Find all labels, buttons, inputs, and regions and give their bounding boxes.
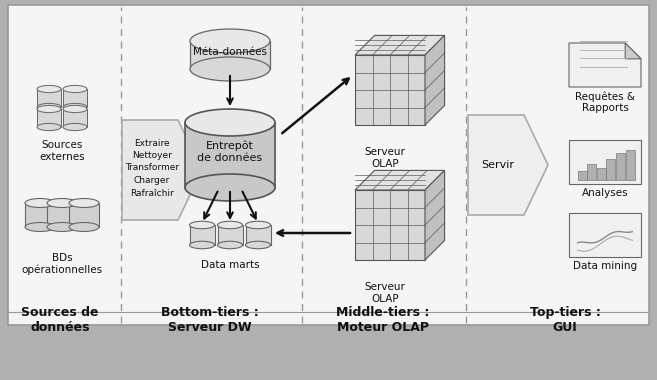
FancyBboxPatch shape — [587, 164, 597, 180]
FancyBboxPatch shape — [185, 122, 275, 187]
FancyBboxPatch shape — [616, 154, 625, 180]
FancyBboxPatch shape — [569, 213, 641, 257]
Ellipse shape — [47, 223, 77, 231]
Text: Servir: Servir — [482, 160, 514, 170]
Ellipse shape — [189, 241, 214, 249]
Text: Analyses: Analyses — [581, 188, 628, 198]
Ellipse shape — [37, 124, 61, 131]
Text: BDs
opérationnelles: BDs opérationnelles — [22, 253, 102, 275]
Ellipse shape — [246, 221, 271, 229]
FancyBboxPatch shape — [37, 109, 61, 127]
Text: Data mining: Data mining — [573, 261, 637, 271]
Polygon shape — [355, 35, 445, 55]
Text: Data marts: Data marts — [200, 260, 260, 270]
Text: Serveur
OLAP: Serveur OLAP — [365, 147, 405, 169]
FancyBboxPatch shape — [355, 55, 425, 125]
FancyBboxPatch shape — [597, 168, 606, 180]
FancyBboxPatch shape — [47, 203, 77, 227]
Ellipse shape — [190, 57, 270, 81]
Polygon shape — [468, 115, 548, 215]
Text: Serveur
OLAP: Serveur OLAP — [365, 282, 405, 304]
Ellipse shape — [47, 198, 77, 207]
Ellipse shape — [63, 124, 87, 131]
Polygon shape — [569, 43, 641, 87]
FancyBboxPatch shape — [189, 225, 214, 245]
Ellipse shape — [185, 109, 275, 136]
Ellipse shape — [37, 103, 61, 111]
Text: Bottom-tiers :
Serveur DW: Bottom-tiers : Serveur DW — [161, 306, 259, 334]
FancyBboxPatch shape — [246, 225, 271, 245]
FancyBboxPatch shape — [8, 5, 649, 325]
FancyBboxPatch shape — [190, 41, 270, 69]
Ellipse shape — [63, 105, 87, 112]
Polygon shape — [122, 120, 202, 220]
Ellipse shape — [217, 241, 242, 249]
Ellipse shape — [25, 198, 55, 207]
FancyBboxPatch shape — [217, 225, 242, 245]
FancyBboxPatch shape — [69, 203, 99, 227]
Polygon shape — [425, 35, 445, 125]
Text: Sources de
données: Sources de données — [21, 306, 99, 334]
FancyBboxPatch shape — [37, 89, 61, 107]
FancyBboxPatch shape — [625, 150, 635, 180]
Ellipse shape — [190, 29, 270, 53]
Ellipse shape — [69, 198, 99, 207]
Ellipse shape — [25, 223, 55, 231]
FancyBboxPatch shape — [578, 171, 587, 180]
FancyBboxPatch shape — [355, 190, 425, 260]
Text: Entrepôt
de données: Entrepôt de données — [198, 141, 263, 163]
Text: Sources
externes: Sources externes — [39, 140, 85, 162]
Ellipse shape — [189, 221, 214, 229]
Ellipse shape — [69, 223, 99, 231]
Text: Top-tiers :
GUI: Top-tiers : GUI — [530, 306, 600, 334]
FancyBboxPatch shape — [25, 203, 55, 227]
FancyBboxPatch shape — [63, 109, 87, 127]
Ellipse shape — [246, 241, 271, 249]
Ellipse shape — [63, 103, 87, 111]
FancyBboxPatch shape — [63, 89, 87, 107]
Polygon shape — [425, 170, 445, 260]
Ellipse shape — [37, 105, 61, 112]
Ellipse shape — [185, 174, 275, 201]
Ellipse shape — [217, 221, 242, 229]
Ellipse shape — [37, 86, 61, 93]
Text: Extraire
Nettoyer
Transformer
Charger
Rafraîchir: Extraire Nettoyer Transformer Charger Ra… — [125, 138, 179, 198]
FancyBboxPatch shape — [569, 140, 641, 184]
FancyBboxPatch shape — [606, 159, 616, 180]
Text: Requêtes &
Rapports: Requêtes & Rapports — [575, 91, 635, 113]
Text: Middle-tiers :
Moteur OLAP: Middle-tiers : Moteur OLAP — [336, 306, 430, 334]
Text: Méta-données: Méta-données — [193, 47, 267, 57]
Ellipse shape — [63, 86, 87, 93]
Polygon shape — [355, 170, 445, 190]
Polygon shape — [625, 43, 641, 59]
